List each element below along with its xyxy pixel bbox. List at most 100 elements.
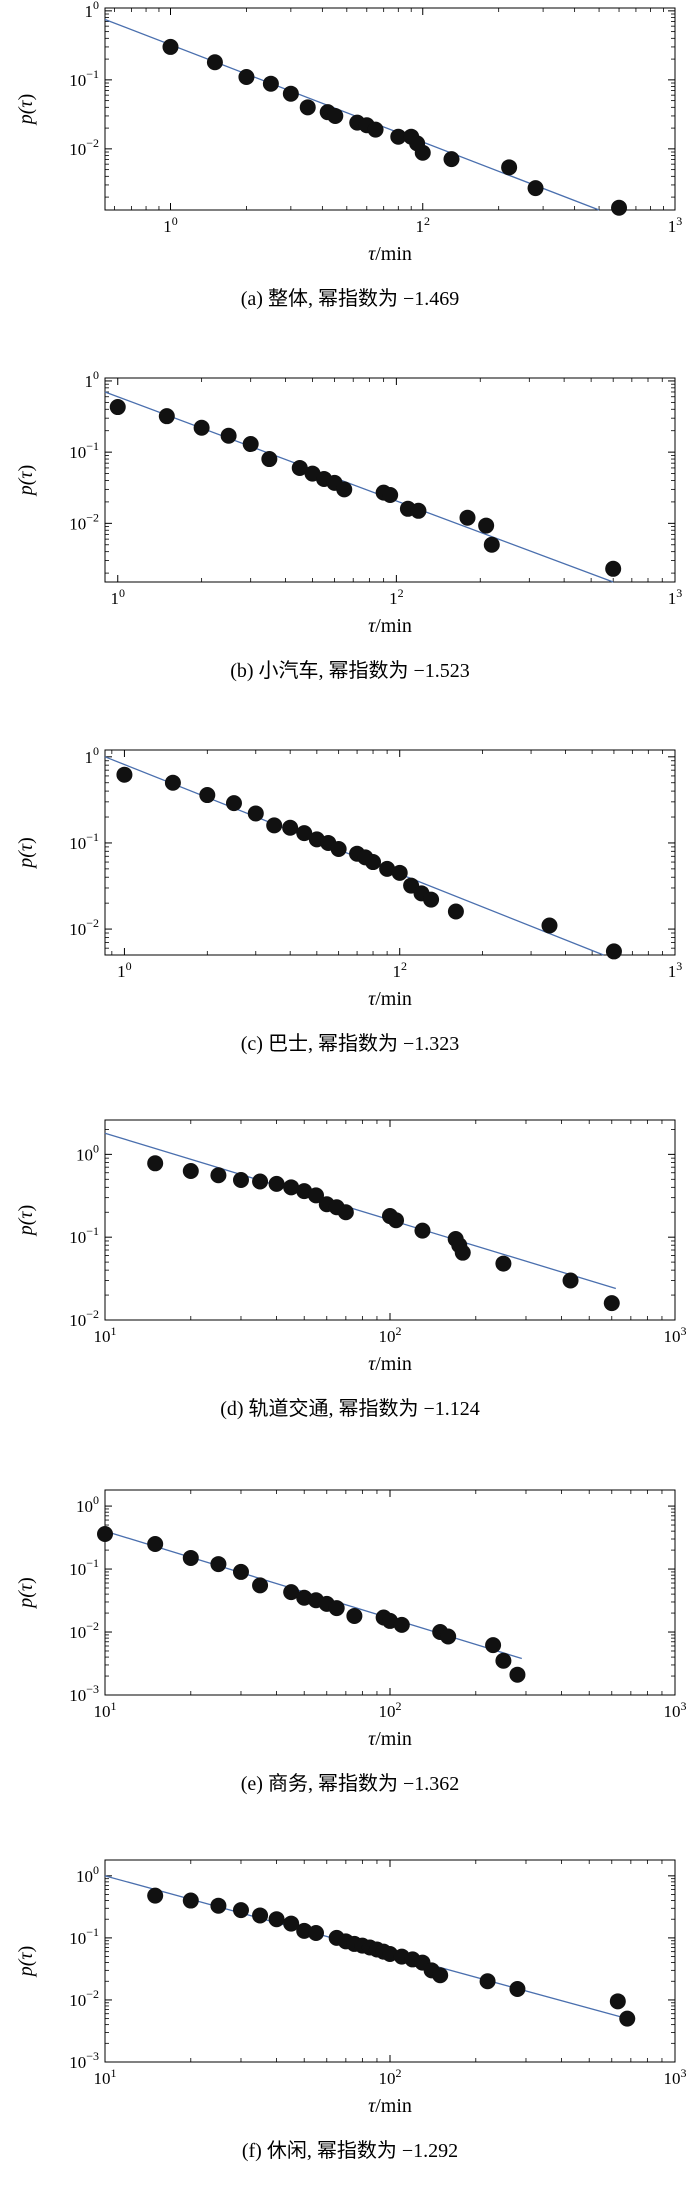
x-tick-label: 13: [668, 586, 683, 608]
data-point: [432, 1967, 449, 1984]
x-axis-label: τ/min: [368, 988, 412, 1010]
x-tick-mantissa: 10: [664, 2069, 681, 2088]
x-tick-label: 102: [379, 1699, 402, 1721]
panel-caption: (d) 轨道交通, 幂指数为 −1.124: [220, 1397, 480, 1420]
data-point: [296, 825, 313, 842]
data-point: [199, 787, 216, 804]
y-axis-suffix: ): [15, 465, 37, 472]
x-tick-label: 10: [163, 214, 178, 236]
x-tick-exponent: 2: [401, 959, 407, 973]
x-tick-label: 10: [110, 586, 125, 608]
x-tick-exponent: 2: [424, 214, 430, 228]
x-tick-mantissa: 1: [163, 217, 172, 236]
data-point: [328, 1600, 345, 1617]
y-tick-mantissa: 10: [69, 2053, 86, 2072]
x-tick-mantissa: 10: [379, 1327, 396, 1346]
data-point: [447, 903, 464, 920]
data-point: [291, 459, 308, 476]
x-tick-mantissa: 10: [664, 1327, 681, 1346]
x-tick-exponent: 2: [396, 2066, 402, 2080]
x-tick-label: 101: [94, 1324, 117, 1346]
panel-caption: (e) 商务, 幂指数为 −1.362: [241, 1772, 459, 1795]
x-tick-exponent: 1: [111, 2066, 117, 2080]
x-axis-variable: τ: [368, 615, 376, 637]
y-axis-variable: τ: [15, 1211, 37, 1219]
data-point: [501, 159, 518, 176]
x-tick-label: 10: [117, 959, 132, 981]
y-axis-suffix: ): [15, 1205, 37, 1212]
x-tick-exponent: 3: [681, 2066, 687, 2080]
y-tick-exponent: 0: [93, 368, 99, 382]
y-tick-exponent: −2: [86, 136, 99, 150]
y-tick-mantissa: 10: [69, 1311, 86, 1330]
y-tick-label: 10−1: [69, 830, 99, 853]
y-tick-exponent: −1: [86, 1224, 99, 1238]
y-tick-exponent: −2: [86, 1987, 99, 2001]
x-axis-variable: τ: [368, 1353, 376, 1375]
y-tick-mantissa: 10: [69, 443, 86, 462]
data-point: [478, 517, 495, 534]
y-axis-label: p(τ): [15, 1946, 37, 1979]
x-tick-mantissa: 10: [94, 1702, 111, 1721]
data-point: [527, 180, 544, 197]
panel-caption: (a) 整体, 幂指数为 −1.469: [241, 287, 459, 310]
data-point: [619, 2010, 636, 2027]
x-tick-exponent: 2: [396, 1324, 402, 1338]
data-point: [327, 107, 344, 124]
power-law-fit-line: [104, 18, 600, 211]
data-point: [182, 1892, 199, 1909]
data-point: [206, 54, 223, 71]
data-point: [164, 774, 181, 791]
y-tick-mantissa: 10: [69, 140, 86, 159]
data-point: [182, 1162, 199, 1179]
y-tick-exponent: 0: [93, 744, 99, 758]
x-axis-label: τ/min: [368, 615, 412, 637]
y-tick-exponent: 0: [93, 1863, 99, 1877]
plot-frame: [104, 377, 676, 583]
data-point: [268, 1175, 285, 1192]
data-point: [459, 509, 476, 526]
data-point: [261, 451, 278, 468]
data-point: [147, 1887, 164, 1904]
data-point: [541, 917, 558, 934]
y-tick-mantissa: 10: [76, 1497, 93, 1516]
data-point: [283, 1915, 300, 1932]
y-tick-mantissa: 10: [69, 1991, 86, 2010]
data-point: [252, 1577, 269, 1594]
x-axis-variable: τ: [368, 1728, 376, 1750]
data-point: [609, 1993, 626, 2010]
x-tick-mantissa: 1: [668, 589, 677, 608]
data-point: [414, 1222, 431, 1239]
x-axis-unit: /min: [375, 2095, 412, 2117]
y-tick-exponent: −1: [86, 439, 99, 453]
plot-frame: [104, 749, 676, 956]
y-tick-label: 10−2: [69, 1619, 99, 1642]
y-axis-prefix: p(: [15, 106, 37, 126]
x-tick-exponent: 2: [398, 586, 404, 600]
data-point: [611, 199, 628, 216]
y-tick-mantissa: 10: [69, 1560, 86, 1579]
data-point: [367, 121, 384, 138]
y-tick-mantissa: 10: [76, 1867, 93, 1886]
y-axis-label: p(τ): [15, 1205, 37, 1238]
y-tick-label: 100: [76, 1493, 99, 1516]
y-tick-mantissa: 10: [69, 834, 86, 853]
y-tick-exponent: −3: [86, 2049, 99, 2063]
data-point: [147, 1155, 164, 1172]
data-point: [605, 943, 622, 960]
y-axis-label: p(τ): [15, 837, 37, 870]
panel-caption: (b) 小汽车, 幂指数为 −1.523: [230, 659, 470, 682]
y-tick-label: 10−2: [69, 1987, 99, 2010]
y-axis-variable: τ: [15, 1952, 37, 1960]
x-tick-label: 12: [415, 214, 430, 236]
y-tick-label: 10−2: [69, 1307, 99, 1330]
data-point: [495, 1255, 512, 1272]
data-point: [109, 399, 126, 416]
data-point: [509, 1981, 526, 1998]
y-tick-label: 10−1: [69, 67, 99, 90]
x-tick-label: 101: [94, 2066, 117, 2088]
y-tick-mantissa: 1: [85, 372, 94, 391]
x-tick-mantissa: 1: [110, 589, 119, 608]
data-point: [232, 1172, 249, 1189]
